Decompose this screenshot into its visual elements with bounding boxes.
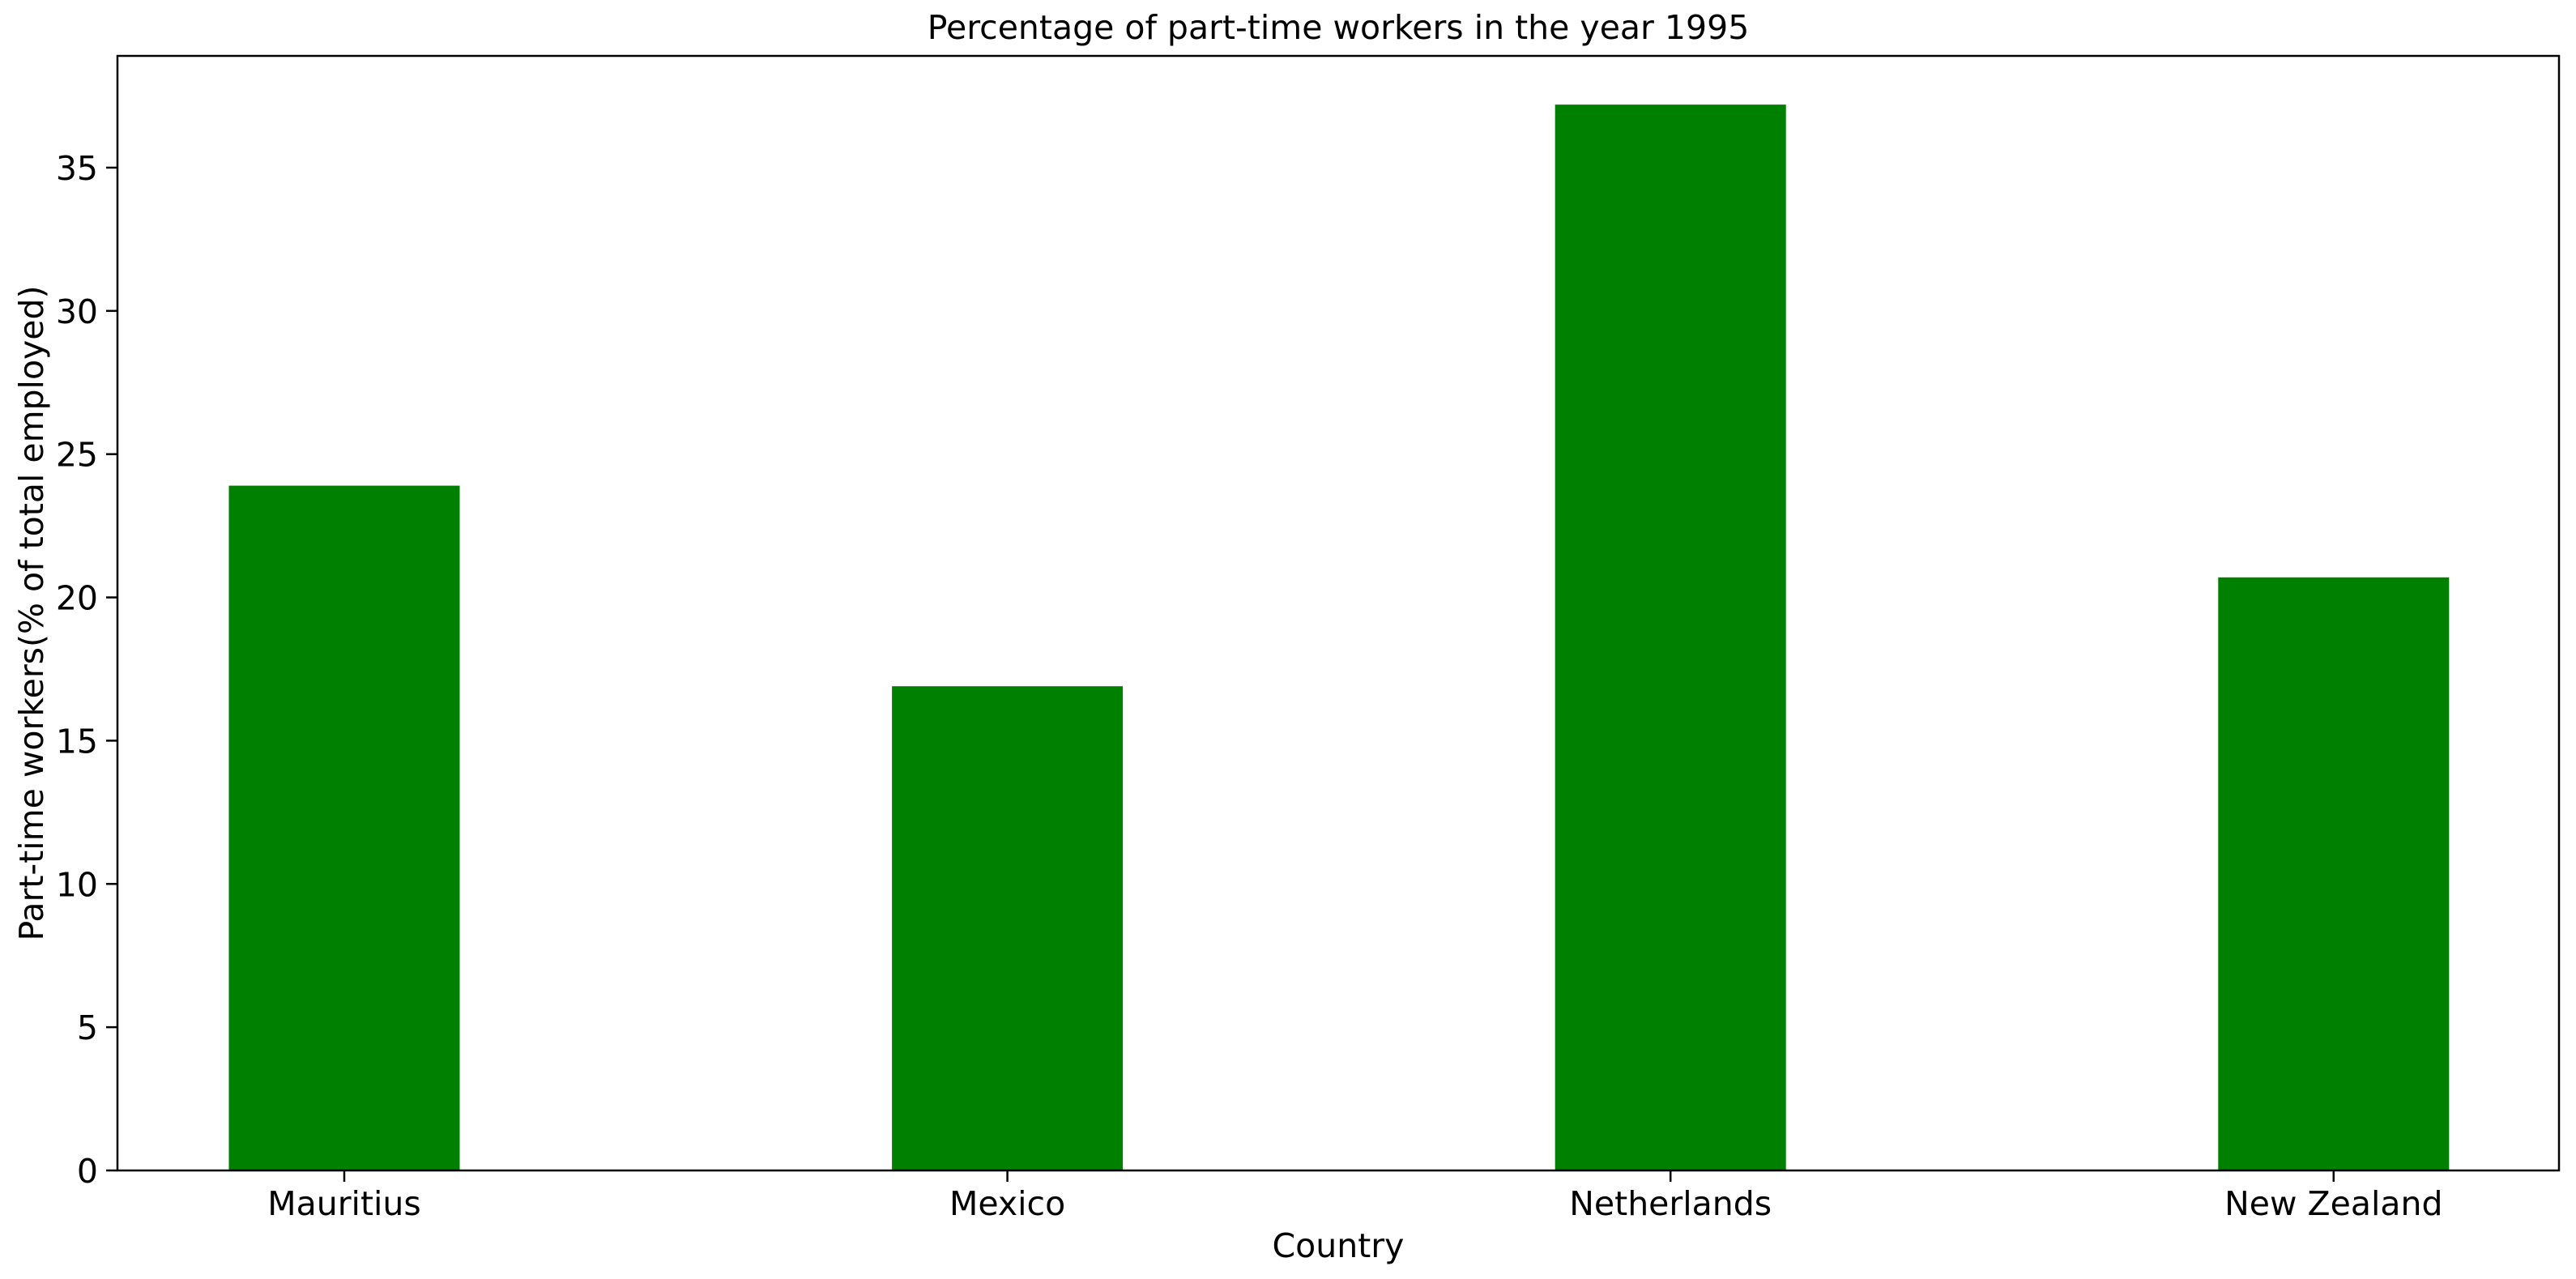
chart-title: Percentage of part-time workers in the y…: [928, 8, 1750, 47]
y-tick-label: 5: [77, 1008, 98, 1047]
y-tick-label: 10: [56, 865, 98, 904]
y-tick-label: 15: [56, 722, 98, 761]
x-tick-label: New Zealand: [2224, 1184, 2442, 1223]
y-tick-label: 25: [56, 436, 98, 475]
x-tick-label: Mexico: [949, 1184, 1065, 1223]
x-axis-ticks: Mauritius Mexico Netherlands New Zealand: [267, 1170, 2443, 1223]
y-axis-ticks: 0 5 10 15 20 25 30 35: [56, 149, 117, 1191]
y-tick-label: 35: [56, 149, 98, 188]
plot-frame: [116, 54, 2561, 1172]
x-tick-label: Netherlands: [1569, 1184, 1772, 1223]
bar-new-zealand: [2218, 577, 2450, 1170]
y-axis-label: Part-time workers(% of total employed): [12, 285, 51, 940]
bar-mexico: [892, 686, 1124, 1170]
bar-netherlands: [1555, 104, 1786, 1171]
bar-mauritius: [228, 485, 460, 1170]
x-axis-label: Country: [1273, 1226, 1405, 1265]
y-tick-label: 0: [77, 1152, 98, 1191]
y-tick-label: 30: [56, 292, 98, 331]
x-tick-label: Mauritius: [267, 1184, 421, 1223]
y-tick-label: 20: [56, 579, 98, 618]
bars-group: [228, 104, 2450, 1171]
